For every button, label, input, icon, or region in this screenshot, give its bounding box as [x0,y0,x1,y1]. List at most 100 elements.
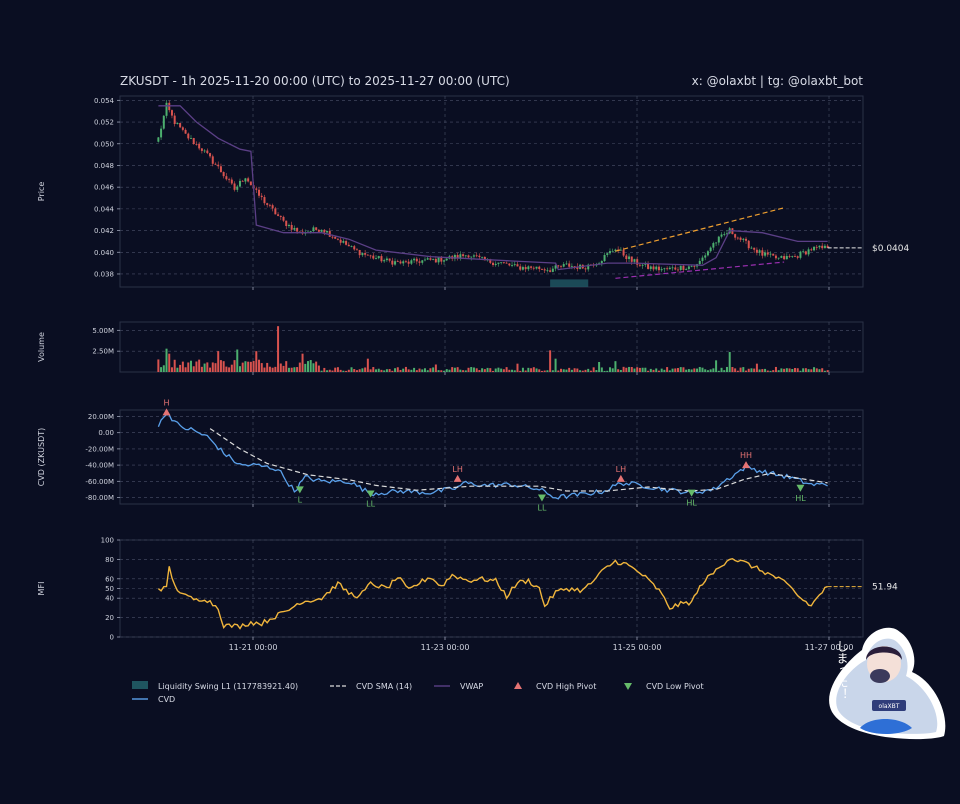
candle-body [497,262,500,264]
volume-bar [287,367,290,372]
candle-body [315,227,318,230]
candle-body [701,257,704,261]
candle-body [472,255,475,257]
volume-bar [551,370,554,372]
volume-bar [385,369,388,372]
candle-body [225,176,228,180]
candle-body [296,227,299,232]
candle-body [717,236,720,243]
candle-body [418,261,421,263]
candle-body [570,266,573,267]
candle-body [162,115,165,129]
candle-body [388,258,391,261]
volume-bar [331,370,334,372]
volume-bar [524,370,527,372]
candle-body [764,252,767,256]
candle-body [755,249,758,253]
candle-body [459,254,462,259]
volume-bar [279,363,282,372]
volume-bar [467,367,470,372]
candle-body [437,256,440,263]
candle-body [826,245,829,248]
candle-body [233,183,236,190]
liquidity-swing-zone [550,279,589,287]
cvd-high-pivot-marker [162,408,171,416]
candle-body [554,265,557,269]
candle-body [355,249,358,251]
candle-body [489,259,492,263]
candle-body [769,253,772,255]
candle-body [745,238,748,241]
volume-ytick-label: 2.50M [92,348,114,356]
candle-body [652,266,655,270]
candle-body [685,268,688,270]
volume-bar [535,368,538,372]
volume-bar [649,368,652,372]
candle-body [453,255,456,259]
candle-body [505,262,508,264]
candle-body [565,263,568,265]
volume-bar [277,326,280,372]
price-ytick-label: 0.044 [94,205,115,213]
candle-body [739,237,742,240]
candle-body [271,205,274,209]
candle-body [214,163,217,165]
volume-bar [647,370,650,372]
volume-bar [380,369,383,372]
candle-body [443,260,446,262]
candle-body [494,263,497,265]
trendline-resistance [615,207,785,252]
candle-body [777,257,780,259]
candle-body [519,266,522,270]
candle-body [230,179,233,184]
volume-bar [339,369,342,372]
candle-body [198,143,201,149]
candle-body [407,261,410,264]
candle-body [608,251,611,254]
volume-bar [361,368,364,372]
volume-bar [353,369,356,372]
volume-bar [761,369,764,372]
candle-body [641,264,644,266]
volume-bar [687,369,690,372]
volume-bar [592,367,595,372]
volume-bar [328,369,331,372]
candle-body [802,251,805,253]
volume-bar [228,367,231,372]
x-tick-label: 11-23 00:00 [421,643,470,652]
candle-body [500,262,503,264]
price-ytick-label: 0.054 [94,97,115,105]
volume-bar [394,368,397,372]
candle-body [630,256,633,262]
volume-bar [320,370,323,372]
volume-bar [753,368,756,372]
candle-body [440,256,443,262]
trendline-support [615,261,785,279]
x-tick-label: 11-27 00:00 [805,643,854,652]
candle-body [192,138,195,144]
volume-bar [263,367,266,372]
volume-axis-label: Volume [37,332,46,362]
volume-bar [225,366,228,372]
legend-label: VWAP [460,682,483,691]
volume-bar [562,369,565,372]
candle-body [364,253,367,255]
candle-body [391,260,394,265]
candle-body [535,266,538,269]
volume-bar [217,351,220,372]
chart-credit: x: @olaxbt | tg: @olaxbt_bot [692,74,864,88]
volume-bar [377,368,380,372]
candle-body [334,236,337,239]
volume-bars [157,326,829,372]
volume-bar [766,370,769,372]
legend-label: CVD SMA (14) [356,682,412,691]
volume-bar [747,368,750,372]
volume-bar [190,360,193,372]
volume-bar [543,370,546,372]
candle-body [429,258,432,260]
candle-body [399,261,402,264]
volume-bar [415,370,418,372]
volume-bar [532,367,535,372]
volume-bar [668,370,671,372]
mfi-ytick-label: 80 [105,556,114,564]
